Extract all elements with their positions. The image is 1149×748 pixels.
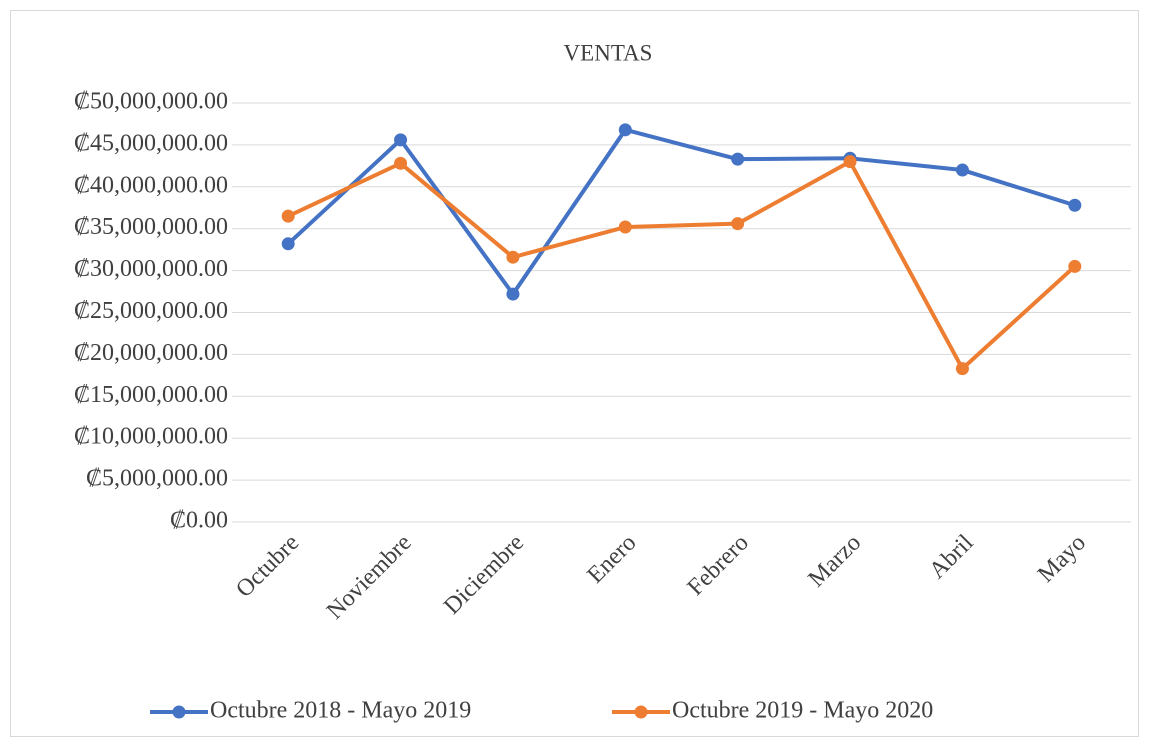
data-point (394, 133, 408, 147)
series-line (286, 127, 1076, 297)
legend-marker (634, 705, 648, 719)
chart-frame (10, 10, 1139, 737)
legend-label: Octubre 2018 - Mayo 2019 (210, 698, 471, 724)
chart-title: VENTAS (564, 40, 653, 65)
y-tick-label: ₡30,000,000.00 (74, 256, 228, 282)
data-point (955, 362, 969, 376)
data-point (618, 220, 632, 234)
data-point (1068, 198, 1082, 212)
data-point (843, 155, 857, 169)
y-tick-label: ₡20,000,000.00 (74, 340, 228, 366)
data-point (281, 209, 295, 223)
y-tick-label: ₡5,000,000.00 (86, 466, 228, 492)
y-tick-label: ₡0.00 (170, 508, 228, 534)
data-point (506, 250, 520, 264)
y-tick-label: ₡15,000,000.00 (74, 382, 228, 408)
data-point (1068, 259, 1082, 273)
data-point (281, 237, 295, 251)
data-point (394, 156, 408, 170)
data-point (506, 287, 520, 301)
data-point (618, 123, 632, 137)
data-point (955, 163, 969, 177)
legend-label: Octubre 2019 - Mayo 2020 (672, 698, 933, 724)
data-point (731, 152, 745, 166)
series-line (287, 159, 1077, 371)
legend-marker (172, 705, 186, 719)
y-tick-label: ₡10,000,000.00 (74, 424, 228, 450)
data-point (731, 217, 745, 231)
y-tick-label: ₡50,000,000.00 (74, 89, 228, 115)
y-tick-label: ₡25,000,000.00 (74, 298, 228, 324)
y-tick-label: ₡35,000,000.00 (74, 214, 228, 240)
y-tick-label: ₡40,000,000.00 (74, 172, 228, 198)
y-tick-label: ₡45,000,000.00 (74, 130, 228, 156)
